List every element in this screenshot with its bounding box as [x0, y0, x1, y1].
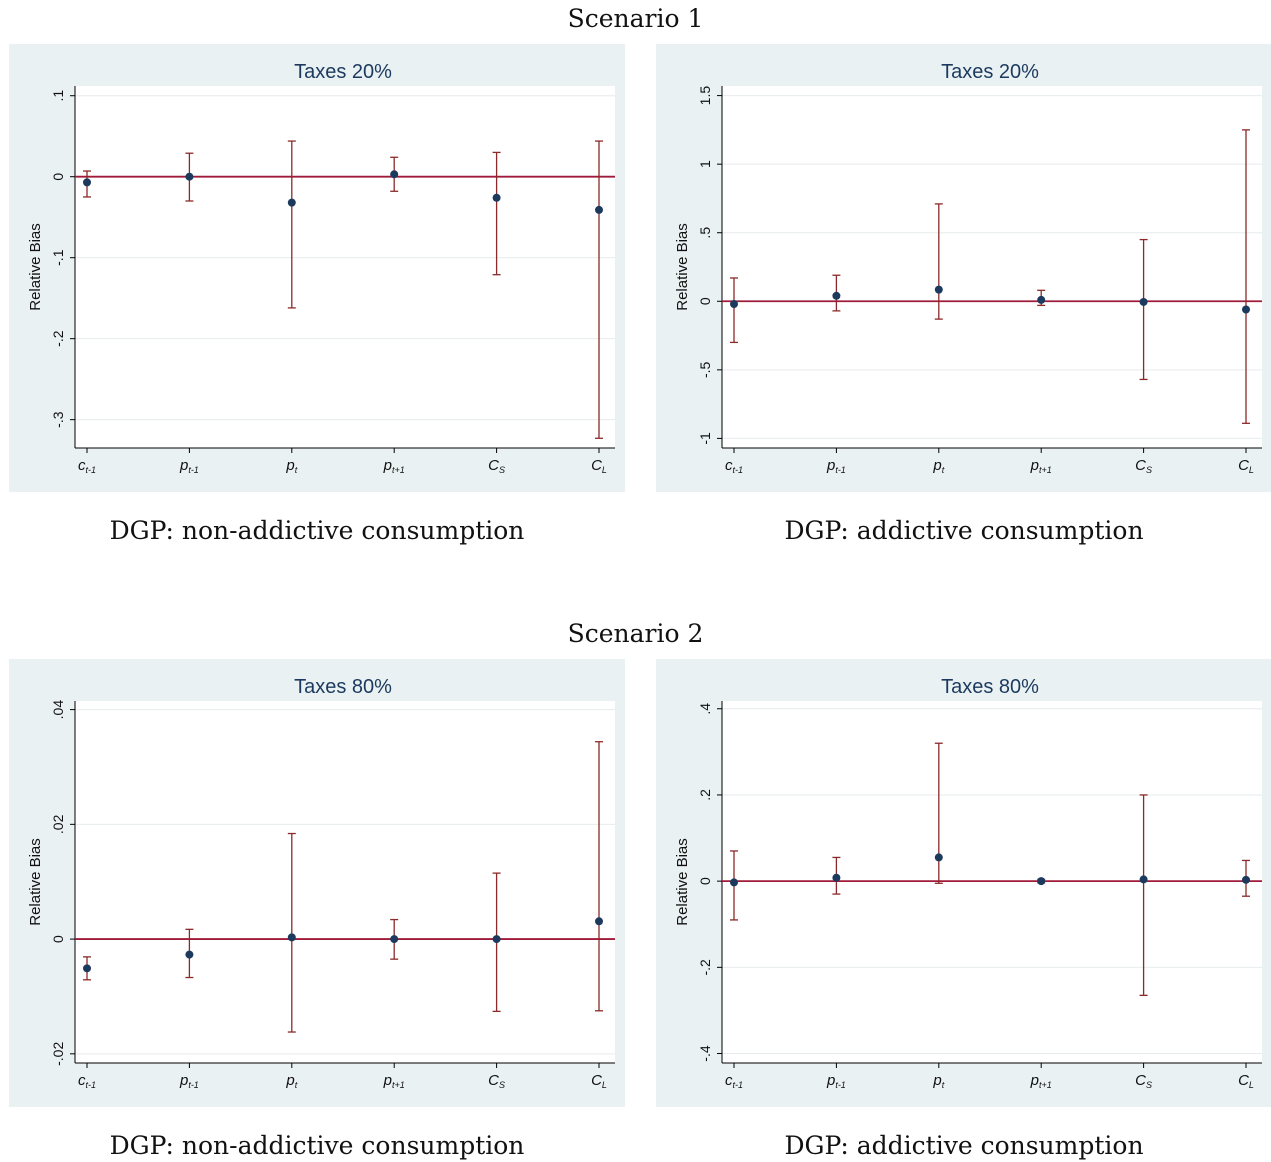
data-point	[287, 933, 296, 942]
data-point	[1242, 305, 1250, 314]
x-tick-label: CL	[591, 457, 607, 475]
data-point	[1242, 875, 1250, 884]
y-axis-label: Relative Bias	[674, 838, 691, 926]
y-tick-label: .04	[50, 700, 66, 720]
y-tick-label: -.1	[50, 249, 66, 266]
plot-area	[722, 86, 1262, 448]
data-point	[595, 917, 603, 926]
x-tick-label: ct-1	[78, 457, 96, 475]
chart-panel: Taxes 20% Relative Bias 1.5 1.5 0 -.5 -1 ct-1 pt…	[656, 44, 1271, 492]
x-tick-label: CL	[591, 1072, 607, 1090]
chart-title: Taxes 80%	[941, 676, 1039, 698]
chart-title: Taxes 20%	[294, 61, 392, 83]
y-tick-label: 1.5	[697, 86, 713, 106]
chart-title: Taxes 20%	[941, 61, 1039, 83]
plot-area	[75, 86, 615, 448]
y-tick-label: .4	[697, 703, 713, 715]
data-point	[1139, 875, 1148, 884]
y-tick-label: -.2	[697, 959, 713, 976]
data-point	[185, 172, 194, 181]
y-tick-label: -.5	[697, 361, 713, 378]
data-point	[934, 853, 943, 862]
chart-panel: Taxes 80% Relative Bias .4 .2 0 -.2 -.4 ct-1 pt-…	[656, 659, 1271, 1107]
data-point	[832, 873, 841, 882]
data-point	[730, 878, 738, 887]
data-point	[1139, 297, 1148, 306]
x-tick-label: pt	[932, 1072, 944, 1090]
data-point	[492, 935, 501, 944]
x-tick-label: pt-1	[826, 1072, 846, 1090]
chart-svg: Taxes 80% Relative Bias .04 .02 0 -.02 ct-1 pt-…	[27, 676, 615, 1090]
data-point	[492, 193, 501, 202]
y-tick-label: .5	[697, 227, 713, 239]
chart-caption: DGP: addictive consumption	[784, 1131, 1144, 1160]
y-tick-label: -1	[697, 432, 713, 445]
y-axis-label: Relative Bias	[27, 838, 44, 926]
chart-svg: Taxes 20% Relative Bias .1 0 -.1 -.2 -.3 ct-1 pt…	[27, 61, 615, 475]
data-point	[390, 170, 399, 179]
y-tick-label: 1	[697, 160, 713, 168]
y-tick-label: .1	[50, 90, 66, 102]
y-tick-label: 0	[697, 877, 713, 885]
data-point	[83, 178, 91, 187]
plot-area	[75, 701, 615, 1063]
chart-caption: DGP: addictive consumption	[784, 516, 1144, 545]
x-tick-label: pt+1	[1030, 457, 1052, 475]
data-point	[287, 198, 296, 207]
chart-caption: DGP: non-addictive consumption	[109, 516, 525, 545]
y-tick-label: 0	[697, 297, 713, 305]
data-point	[595, 205, 603, 214]
y-tick-label: -.02	[50, 1042, 66, 1066]
data-point	[1037, 877, 1046, 886]
y-tick-label: -.3	[50, 411, 66, 428]
x-tick-label: CS	[488, 1072, 505, 1090]
x-tick-label: ct-1	[78, 1072, 96, 1090]
scenario-1-title: Scenario 1	[567, 4, 704, 33]
x-tick-label: CS	[1135, 1072, 1152, 1090]
x-tick-label: pt	[932, 457, 944, 475]
x-tick-label: CL	[1238, 457, 1254, 475]
chart-svg: Taxes 80% Relative Bias .4 .2 0 -.2 -.4 ct-1 pt-…	[674, 676, 1262, 1090]
x-tick-label: pt	[285, 1072, 297, 1090]
chart-caption: DGP: non-addictive consumption	[109, 1131, 525, 1160]
y-tick-label: .02	[50, 814, 66, 834]
x-tick-label: CS	[1135, 457, 1152, 475]
y-axis-label: Relative Bias	[27, 223, 44, 311]
x-tick-label: pt+1	[383, 1072, 405, 1090]
scenario-2-title: Scenario 2	[567, 619, 704, 648]
x-tick-label: pt+1	[383, 457, 405, 475]
chart-title: Taxes 80%	[294, 676, 392, 698]
x-tick-label: CS	[488, 457, 505, 475]
x-tick-label: pt-1	[179, 457, 199, 475]
data-point	[1037, 295, 1046, 304]
data-point	[185, 950, 194, 959]
y-axis-label: Relative Bias	[674, 223, 691, 311]
y-tick-label: .2	[697, 789, 713, 801]
y-tick-label: -.4	[697, 1045, 713, 1062]
chart-panel: Taxes 80% Relative Bias .04 .02 0 -.02 ct-1 pt-…	[9, 659, 625, 1107]
x-tick-label: CL	[1238, 1072, 1254, 1090]
data-point	[934, 285, 943, 294]
x-tick-label: pt-1	[179, 1072, 199, 1090]
y-tick-label: 0	[50, 935, 66, 943]
x-tick-label: pt	[285, 457, 297, 475]
x-tick-label: ct-1	[725, 457, 743, 475]
data-point	[832, 291, 841, 300]
data-point	[83, 964, 91, 973]
x-tick-label: pt-1	[826, 457, 846, 475]
data-point	[730, 300, 738, 309]
data-point	[390, 935, 399, 944]
x-tick-label: pt+1	[1030, 1072, 1052, 1090]
x-tick-label: ct-1	[725, 1072, 743, 1090]
chart-panel: Taxes 20% Relative Bias .1 0 -.1 -.2 -.3 ct-1 pt…	[9, 44, 625, 492]
y-tick-label: 0	[50, 173, 66, 181]
y-tick-label: -.2	[50, 330, 66, 347]
